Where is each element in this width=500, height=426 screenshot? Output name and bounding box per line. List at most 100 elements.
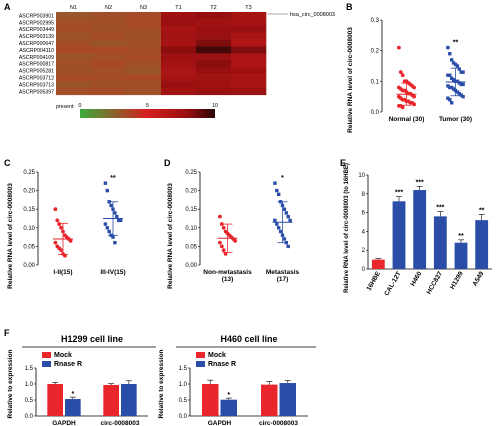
heatmap-row-label: ASCRP003713	[19, 82, 54, 88]
legend-label: Mock	[208, 352, 226, 359]
legend-swatch	[196, 361, 205, 367]
panel-letter-f: F	[4, 328, 10, 338]
heatmap-cell	[161, 46, 197, 54]
data-point	[412, 102, 416, 107]
heatmap-column-label: T3	[245, 5, 251, 11]
bar	[121, 384, 137, 416]
heatmap-cell	[161, 25, 197, 33]
heatmap-row-label: ASCRP003139	[19, 34, 54, 40]
data-point	[282, 237, 287, 241]
data-point	[397, 45, 401, 50]
data-point	[450, 76, 454, 80]
scatter-panel-c: 0.00 0.05 0.10 0.15 0.20 0.25 I-II(15) III-IV(1…	[23, 170, 125, 276]
heatmap-cell	[161, 87, 197, 96]
heatmap-cell	[126, 60, 162, 68]
bar	[103, 384, 119, 416]
x-category-label: CAL-12T	[383, 270, 402, 297]
heatmap-cell	[161, 53, 197, 61]
heatmap-cell	[161, 12, 197, 20]
data-point	[453, 62, 458, 67]
heatmap-row-label: ASCRP005281	[19, 69, 54, 75]
heatmap-cell	[56, 81, 92, 89]
data-point	[451, 78, 456, 82]
legend-swatch	[196, 352, 205, 358]
heatmap-cell	[56, 87, 92, 96]
heatmap-cell	[56, 74, 92, 82]
heatmap-cell	[91, 60, 127, 68]
data-point	[118, 218, 123, 223]
y-tick-label: 4	[362, 229, 366, 235]
data-point	[278, 229, 283, 234]
data-point	[103, 222, 108, 226]
heatmap-cell	[91, 32, 127, 40]
heatmap-cell	[126, 32, 162, 40]
data-point	[111, 235, 115, 239]
data-point	[115, 214, 119, 219]
data-point	[450, 58, 454, 62]
y-tick-label: 0	[362, 267, 366, 273]
x-category-label: A549	[472, 270, 486, 287]
y-tick-label: 0.15	[185, 207, 197, 213]
heatmap-cell	[231, 81, 267, 89]
data-point	[448, 73, 452, 77]
data-point	[275, 188, 279, 193]
data-point	[455, 79, 460, 84]
heatmap-cell	[56, 12, 92, 20]
y-tick-label: 1.5	[25, 366, 34, 372]
heatmap-cell	[126, 53, 162, 61]
heatmap-cell	[196, 60, 232, 68]
bar	[260, 384, 278, 416]
bar	[220, 399, 238, 416]
significance-star: *	[71, 391, 74, 398]
data-point	[219, 222, 224, 226]
y-axis-label-e: Relative RNA level of circ-0008003 (to 1…	[344, 163, 350, 293]
heatmap-cell	[231, 53, 267, 61]
data-point	[219, 244, 224, 249]
heatmap-cell	[196, 67, 232, 75]
data-point	[446, 84, 450, 88]
heatmap-cell	[126, 67, 162, 75]
data-point	[53, 207, 58, 212]
significance-star: ***	[395, 190, 403, 197]
data-point	[461, 94, 465, 99]
data-point	[286, 214, 290, 219]
heatmap-cell	[91, 46, 127, 54]
y-tick-label: 2	[362, 248, 366, 254]
heatmap-cell	[196, 39, 232, 47]
data-point	[400, 105, 405, 110]
y-tick-label: 1.0	[25, 382, 34, 388]
heatmap-cell	[126, 39, 162, 47]
y-tick-label: 0.3	[371, 18, 380, 24]
heatmap-cell	[91, 18, 127, 27]
legend-swatch	[42, 352, 51, 358]
data-point	[221, 248, 226, 253]
y-tick-label: 0.0	[371, 110, 380, 116]
panel-title: H1299 cell line	[61, 334, 123, 344]
y-tick-label: 0.10	[185, 226, 197, 232]
heatmap-row-label: ASCRP003901	[19, 13, 54, 19]
significance-star: *	[227, 392, 230, 399]
heatmap-cell	[91, 25, 127, 33]
bar	[279, 383, 297, 416]
bar-panel-e: 0 2 4 6 8 10 16HBE *** CAL-12T *** H460 *** HCC827 **…	[358, 173, 492, 297]
y-axis-label-d: Relative RNA level of circ-0008003	[167, 183, 174, 289]
heatmap-cell	[91, 81, 127, 89]
bar	[392, 201, 406, 269]
y-tick-label: 0.5	[25, 398, 34, 404]
heatmap-cell	[161, 32, 197, 40]
heatmap-column-label: T2	[210, 5, 216, 11]
significance-star: **	[453, 40, 459, 47]
y-tick-label: 0.20	[185, 189, 197, 195]
data-point	[117, 218, 121, 223]
heatmap-cell	[196, 18, 232, 27]
x-category-label: 16HBE	[366, 270, 383, 292]
significance-star: *	[281, 175, 284, 182]
heatmap-panel: N1 N2 N3 T1 T2 T3ASCRP003901ASCRP002995ASCRP0…	[19, 5, 288, 118]
heatmap-cell	[126, 12, 162, 20]
panel-letter-a: A	[4, 2, 11, 12]
data-point	[450, 101, 454, 105]
heatmap-cell	[126, 87, 162, 96]
heatmap-row-label: ASCRP004110	[19, 48, 54, 54]
y-axis-label-c: Relative RNA level of circ-0008003	[7, 183, 14, 289]
data-point	[457, 67, 461, 71]
